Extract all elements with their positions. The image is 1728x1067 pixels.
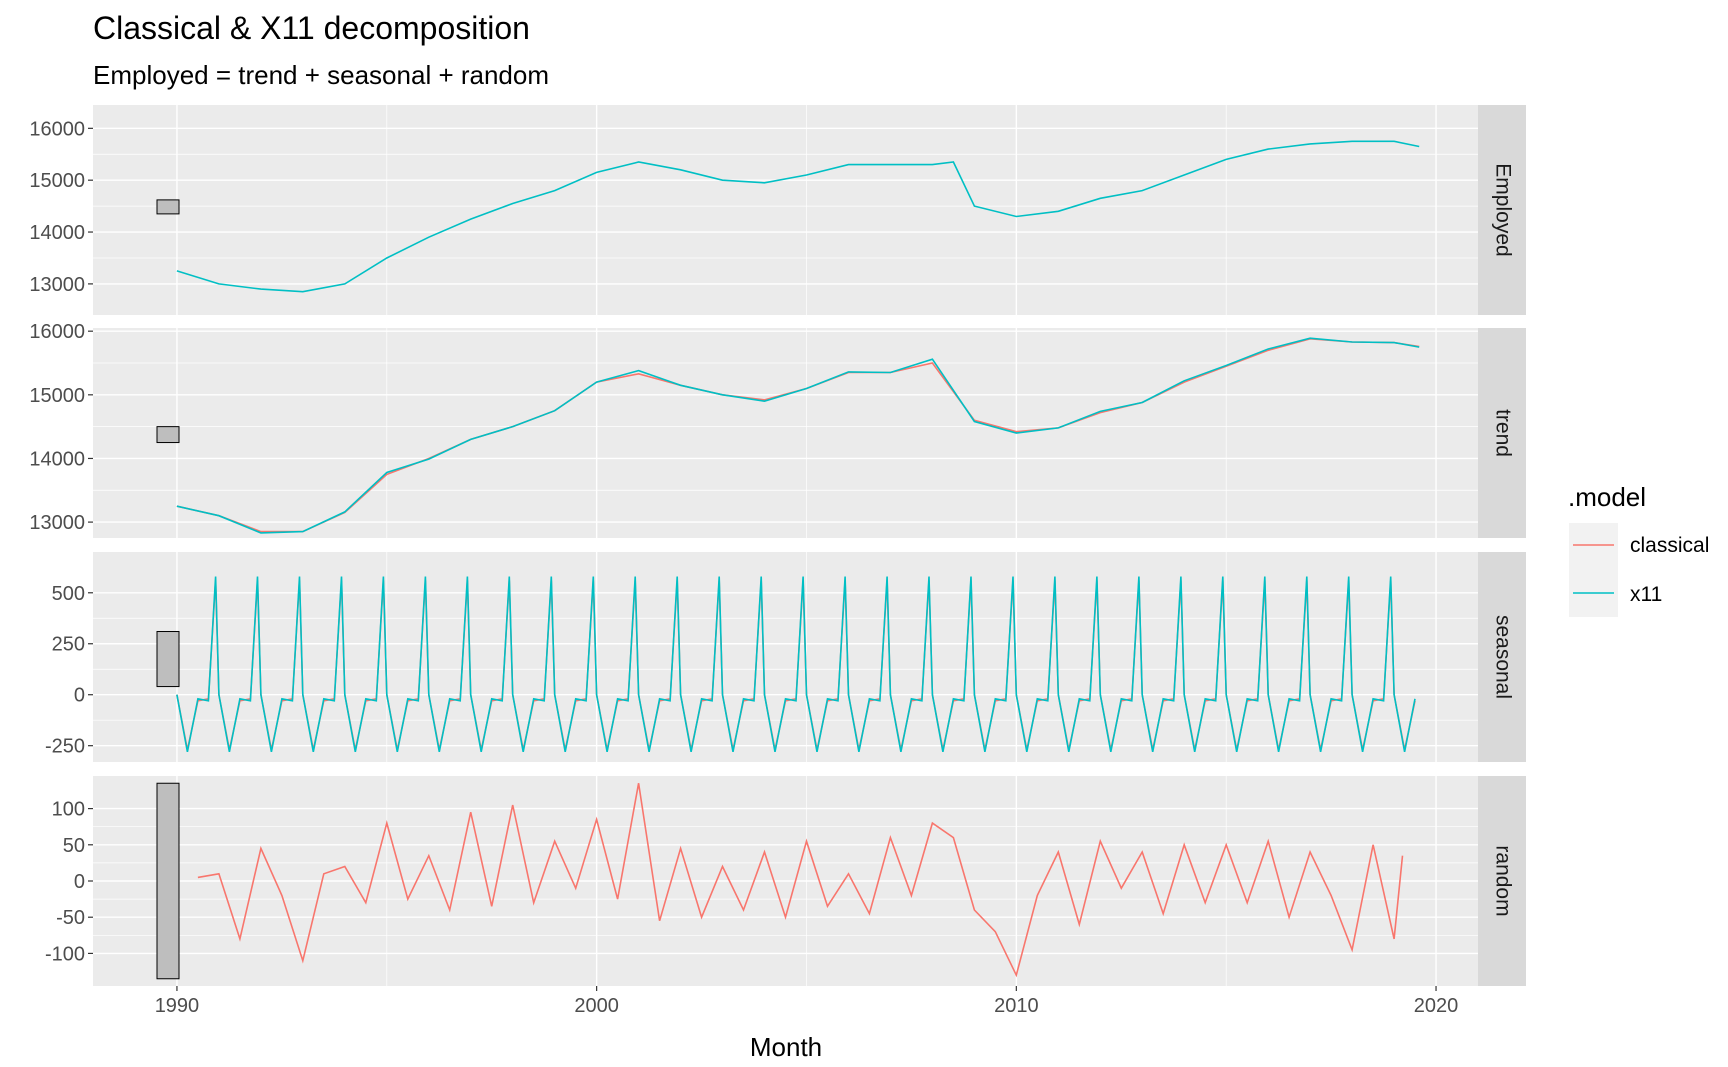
facet-strip <box>1478 776 1526 986</box>
y-tick-label: -100 <box>45 943 85 965</box>
series-line-x11 <box>176 337 1420 534</box>
panels-layer: 13000 14000 15000 16000 Employed 13000 14000 15… <box>29 105 1526 986</box>
panel-background <box>93 552 1478 762</box>
y-tick-label: 16000 <box>29 321 85 343</box>
scale-bar <box>156 782 180 980</box>
legend-key-background <box>1569 523 1618 617</box>
legend-title: .model <box>1568 482 1646 512</box>
panel-trend: 13000 14000 15000 16000 trend <box>29 321 1526 538</box>
x-tick-label: 2000 <box>574 995 619 1017</box>
series-line-classical <box>197 783 1404 978</box>
y-tick-label: 250 <box>52 634 85 656</box>
x-tick-label: 1990 <box>155 995 200 1017</box>
facet-strip-label: trend <box>1491 409 1514 457</box>
y-tick-label: -250 <box>45 736 85 758</box>
panel-background <box>93 105 1478 315</box>
panel-random: -100 -50 0 50 100 random <box>45 776 1526 986</box>
y-tick-label: 500 <box>52 583 85 605</box>
facet-strip-label: Employed <box>1491 163 1514 256</box>
legend-label-x11: x11 <box>1630 583 1662 606</box>
series-line-x11 <box>176 140 1420 293</box>
scale-bar <box>156 426 180 444</box>
legend: .model classical x11 <box>1568 482 1709 617</box>
y-tick-label: 15000 <box>29 385 85 407</box>
x-tick-label: 2010 <box>994 995 1039 1017</box>
y-tick-label: 15000 <box>29 170 85 192</box>
y-tick-label: 0 <box>74 685 85 707</box>
facet-strip <box>1478 552 1526 762</box>
facet-strip <box>1478 328 1526 538</box>
panel-background <box>93 328 1478 538</box>
y-tick-label: 13000 <box>29 274 85 296</box>
legend-label-classical: classical <box>1630 534 1709 557</box>
x-tick-label: 2020 <box>1414 995 1459 1017</box>
panel-employed: 13000 14000 15000 16000 Employed <box>29 105 1526 315</box>
y-tick-label: 14000 <box>29 222 85 244</box>
y-tick-label: 100 <box>52 799 85 821</box>
x-axis: 1990 2000 2010 2020 <box>155 986 1459 1017</box>
y-tick-label: -50 <box>56 907 85 929</box>
chart-title: Classical & X11 decomposition <box>93 10 530 46</box>
facet-strip-label: seasonal <box>1491 615 1514 699</box>
y-tick-label: 16000 <box>29 118 85 140</box>
series-line-x11 <box>176 576 1416 752</box>
facet-strip <box>1478 105 1526 315</box>
y-tick-label: 0 <box>74 871 85 893</box>
y-tick-label: 50 <box>63 835 85 857</box>
y-tick-label: 13000 <box>29 512 85 534</box>
chart-subtitle: Employed = trend + seasonal + random <box>93 60 550 90</box>
panel-seasonal: -250 0 250 500 seasonal <box>45 552 1526 762</box>
facet-strip-label: random <box>1491 845 1514 916</box>
x-axis-title: Month <box>750 1032 822 1062</box>
scale-bar <box>156 199 180 215</box>
scale-bar <box>156 631 180 688</box>
y-tick-label: 14000 <box>29 448 85 470</box>
